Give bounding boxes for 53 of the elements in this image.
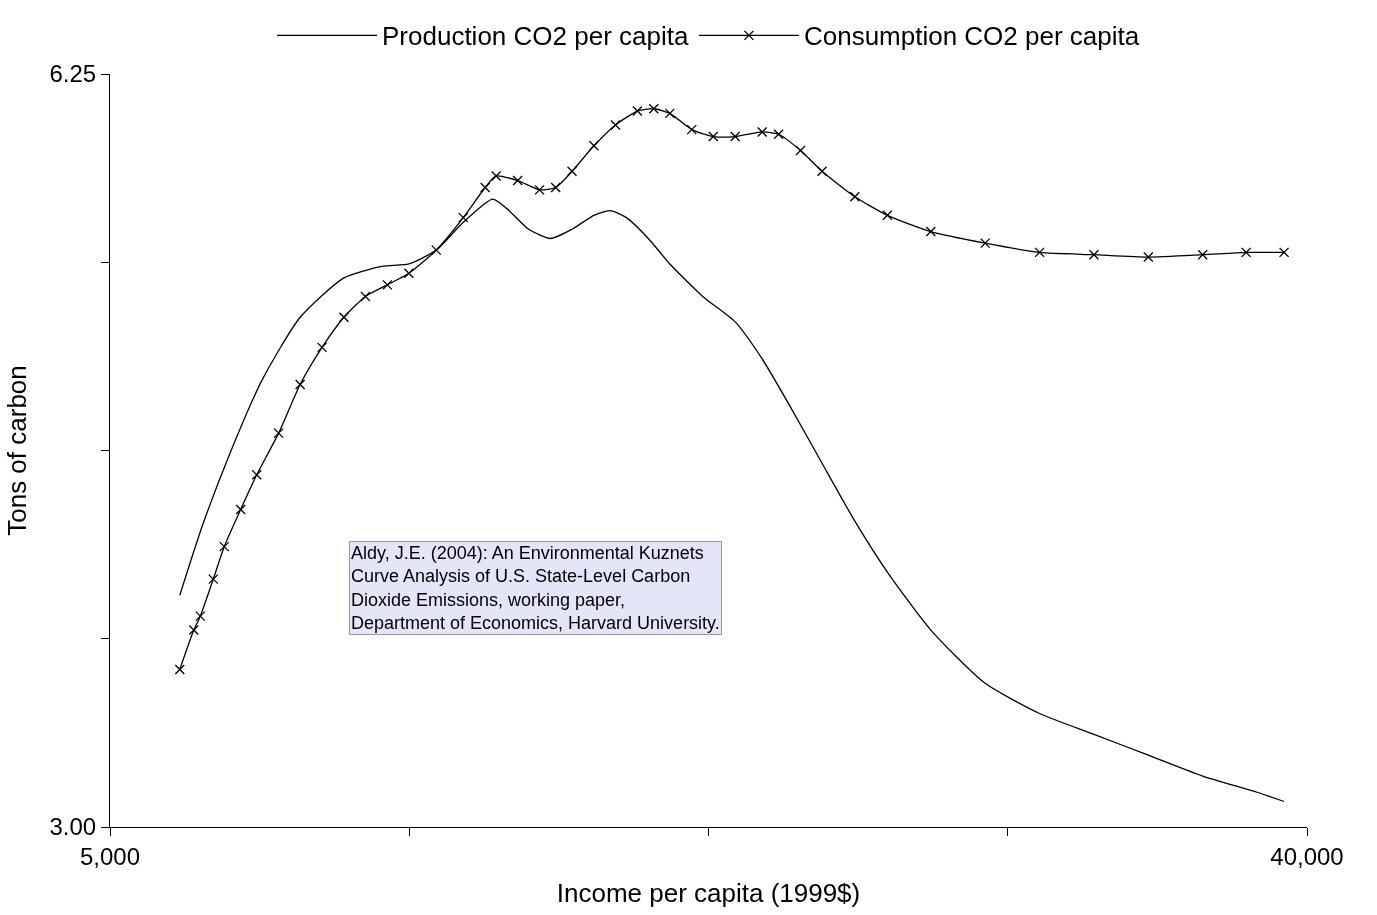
point [338,312,350,323]
point [458,212,469,223]
point [1278,247,1290,258]
point [1143,251,1154,263]
point [1088,249,1100,260]
point [550,182,561,193]
y-tick-label: 3.00 [49,813,97,841]
point [795,145,806,156]
point [490,170,502,182]
point [382,279,393,290]
point [730,131,741,142]
point [219,541,230,552]
point [174,664,185,675]
x-tick-label: 5,000 [79,842,141,870]
point [273,427,284,439]
point [360,291,371,302]
x-tick-label: 40,000 [1270,842,1344,870]
y-axis-title: Tons of carbon [1,365,32,536]
point [512,175,523,186]
point [980,237,991,249]
point [882,210,893,221]
point [566,166,578,177]
point [534,184,545,195]
y-tick-label: 6.25 [49,60,97,88]
point [188,624,199,636]
annotation: Aldy, J.E. (2004): An Environmental Kuznets Curve Analysis of U.S. State-Level Carbon Dioxide Emissions, working paper, Department of Economics, Harvard University. [351,543,720,634]
point [195,611,206,622]
point [295,379,306,390]
point [480,182,491,193]
point [849,191,861,202]
point [251,469,262,480]
point [235,504,246,515]
point [1034,247,1045,258]
point [708,131,719,142]
point [686,124,697,135]
point [431,244,442,256]
point [925,226,936,237]
point [757,126,768,138]
point [316,342,328,353]
point [403,268,415,279]
point [648,103,659,114]
legend-label: Production CO2 per capita [382,21,689,52]
point [773,129,784,140]
point [632,105,643,117]
x-axis-title: Income per capita (1999$) [556,878,861,909]
point [1240,247,1252,258]
point [1197,249,1208,260]
point [588,140,600,151]
point [816,166,828,177]
legend-label: Consumption CO2 per capita [803,21,1140,52]
point [610,119,621,131]
point [208,573,219,585]
point [664,108,675,119]
